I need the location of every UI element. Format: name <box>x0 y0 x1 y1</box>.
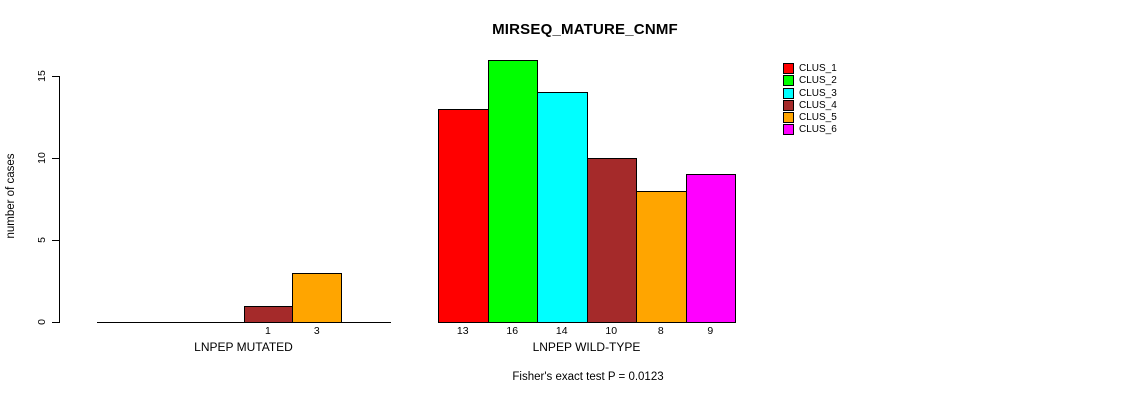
y-axis-tick <box>52 322 60 323</box>
legend-label: CLUS_4 <box>799 99 837 111</box>
y-axis-tick <box>52 158 60 159</box>
bar-value-label: 3 <box>313 325 320 337</box>
chart-title: MIRSEQ_MATURE_CNMF <box>492 21 678 38</box>
legend-color-swatch <box>783 99 794 111</box>
bar-value-label: 9 <box>707 325 714 337</box>
legend-label: CLUS_2 <box>799 75 837 87</box>
bar-value-label: 16 <box>506 325 519 337</box>
bar-value-label: 13 <box>456 325 469 337</box>
group-label-lnpep-wild-type: LNPEP WILD-TYPE <box>532 340 641 354</box>
bar-lnpep-wild-type-clus-1 <box>438 108 489 323</box>
y-axis-tick <box>52 240 60 241</box>
y-axis-tick-label: 10 <box>36 152 48 164</box>
legend-color-swatch <box>783 124 794 136</box>
legend-label: CLUS_6 <box>799 124 837 136</box>
y-axis-tick-label: 0 <box>36 319 48 325</box>
legend-item-clus-4: CLUS_4 <box>783 99 837 111</box>
bar-value-label: 1 <box>264 325 271 337</box>
bar-lnpep-wild-type-clus-2 <box>487 59 538 323</box>
legend-item-clus-3: CLUS_3 <box>783 87 837 99</box>
y-axis-tick-label: 15 <box>36 70 48 82</box>
y-axis-tick-label: 5 <box>36 237 48 243</box>
legend-label: CLUS_1 <box>799 63 837 74</box>
group-label-lnpep-mutated: LNPEP MUTATED <box>194 340 293 354</box>
bar-lnpep-wild-type-clus-5 <box>636 190 687 323</box>
bar-value-label: 10 <box>605 325 618 337</box>
legend-color-swatch <box>783 75 794 87</box>
legend: CLUS_1 CLUS_2 CLUS_3 CLUS_4 CLUS_5 CLUS_6 <box>783 63 837 136</box>
bar-lnpep-wild-type-clus-4 <box>586 158 637 323</box>
legend-color-swatch <box>783 63 794 74</box>
bar-lnpep-mutated-clus-4 <box>243 305 294 323</box>
legend-color-swatch <box>783 87 794 99</box>
fisher-test-note: Fisher's exact test P = 0.0123 <box>512 371 664 383</box>
bar-value-label: 14 <box>555 325 568 337</box>
legend-item-clus-2: CLUS_2 <box>783 75 837 87</box>
bar-lnpep-mutated-clus-5 <box>292 272 343 323</box>
legend-label: CLUS_5 <box>799 112 837 124</box>
legend-item-clus-6: CLUS_6 <box>783 124 837 136</box>
y-axis-tick <box>52 76 60 77</box>
legend-item-clus-1: CLUS_1 <box>783 63 837 74</box>
y-axis-label: number of cases <box>5 153 17 239</box>
y-axis-line <box>59 76 60 323</box>
bar-lnpep-wild-type-clus-6 <box>685 174 736 323</box>
legend-color-swatch <box>783 112 794 124</box>
legend-label: CLUS_3 <box>799 87 837 99</box>
legend-item-clus-5: CLUS_5 <box>783 112 837 124</box>
bar-value-label: 8 <box>657 325 664 337</box>
bar-lnpep-wild-type-clus-3 <box>537 92 588 323</box>
